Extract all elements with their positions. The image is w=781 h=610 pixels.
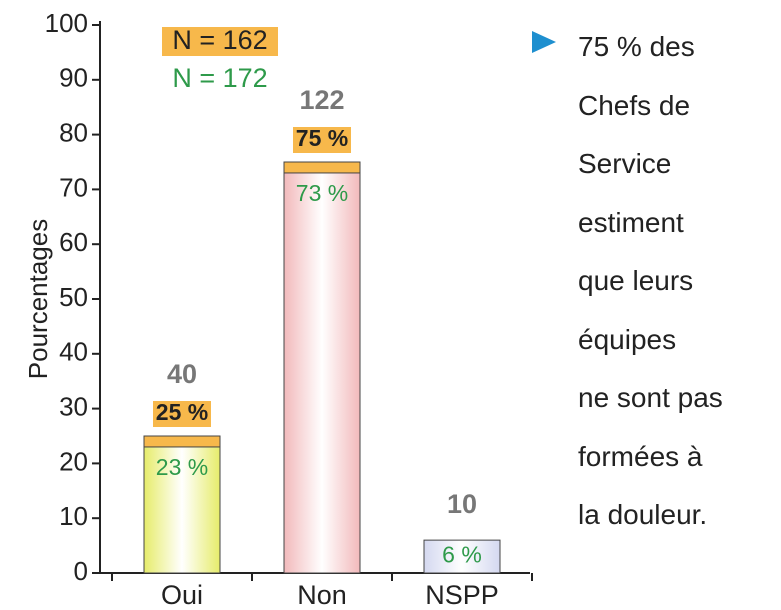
bar bbox=[143, 446, 221, 574]
count-label: 40 bbox=[167, 359, 197, 389]
y-tick-label: 30 bbox=[59, 391, 88, 421]
annotation: 75 % des Chefs de Service estiment que leurs… bbox=[578, 18, 723, 545]
value-label-bg bbox=[153, 401, 211, 427]
y-tick-label: 70 bbox=[59, 172, 88, 202]
value-label: 25 % bbox=[156, 399, 208, 425]
bar bbox=[423, 539, 501, 574]
y-tick-label: 40 bbox=[59, 337, 88, 367]
value-label: 75 % bbox=[296, 125, 348, 151]
annotation-line: 75 % des bbox=[578, 31, 695, 62]
y-tick-label: 80 bbox=[59, 117, 88, 147]
value-label: 23 % bbox=[156, 454, 208, 480]
count-label: 10 bbox=[447, 489, 477, 519]
x-tick-label: NSPP bbox=[425, 580, 499, 610]
annotation-line: que leurs bbox=[578, 265, 694, 296]
annotation-line: équipes bbox=[578, 323, 677, 355]
legend-label: N = 162 bbox=[172, 25, 267, 55]
legend-swatch bbox=[162, 27, 278, 56]
x-tick-label: Oui bbox=[161, 580, 203, 610]
value-label: 73 % bbox=[296, 180, 348, 206]
y-tick-label: 100 bbox=[45, 8, 88, 38]
y-tick-label: 50 bbox=[59, 282, 88, 312]
y-tick-label: 60 bbox=[59, 227, 88, 257]
annotation-line: ne sont pas bbox=[578, 382, 723, 413]
annotation-line: Service bbox=[578, 148, 672, 179]
bullet bbox=[532, 31, 556, 53]
x-tick-label: Non bbox=[297, 580, 347, 610]
y-axis-label: Pourcentages bbox=[23, 219, 53, 379]
count-label: 122 bbox=[299, 85, 344, 115]
y-tick-label: 20 bbox=[59, 446, 88, 476]
bar bbox=[283, 172, 361, 574]
annotation-line: Chefs de bbox=[578, 89, 691, 121]
legend-label: N = 172 bbox=[172, 63, 267, 93]
y-tick-label: 0 bbox=[74, 556, 88, 586]
value-label-bg bbox=[293, 127, 351, 153]
y-tick-label: 10 bbox=[59, 501, 88, 531]
annotation-line: estiment bbox=[578, 206, 684, 238]
annotation-line: la douleur. bbox=[578, 499, 708, 530]
y-tick-label: 90 bbox=[59, 63, 88, 93]
annotation-line: formées à bbox=[578, 440, 703, 472]
value-label: 6 % bbox=[442, 542, 482, 568]
